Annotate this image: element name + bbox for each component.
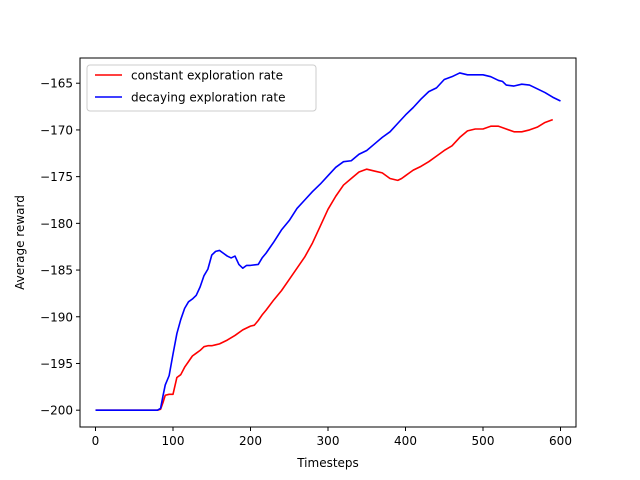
x-axis-ticks: 0 100 200 300 400 500 600 xyxy=(92,427,572,448)
series-layer xyxy=(95,72,561,411)
y-axis-ticks: −200 −195 −190 −185 −180 −175 −170 −165 xyxy=(40,77,80,418)
x-tick-label: 0 xyxy=(92,434,100,448)
y-tick-label: −180 xyxy=(40,217,73,231)
x-tick-label: 600 xyxy=(549,434,572,448)
legend-label-1: decaying exploration rate xyxy=(131,91,285,105)
x-axis-label: Timesteps xyxy=(296,456,359,470)
x-tick-label: 500 xyxy=(472,434,495,448)
x-tick-label: 200 xyxy=(239,434,262,448)
x-tick-label: 300 xyxy=(317,434,340,448)
y-tick-label: −195 xyxy=(40,357,73,371)
series-line-1 xyxy=(95,72,561,411)
y-tick-label: −185 xyxy=(40,264,73,278)
series-line-0 xyxy=(95,118,554,411)
y-tick-label: −175 xyxy=(40,170,73,184)
y-tick-label: −190 xyxy=(40,310,73,324)
legend-box xyxy=(86,64,317,112)
y-tick-label: −165 xyxy=(40,77,73,91)
y-tick-label: −200 xyxy=(40,404,73,418)
legend-label-0: constant exploration rate xyxy=(131,69,283,83)
x-tick-label: 400 xyxy=(394,434,417,448)
legend: constant exploration rate decaying explor… xyxy=(86,64,317,112)
x-tick-label: 100 xyxy=(162,434,185,448)
y-tick-label: −170 xyxy=(40,123,73,137)
y-axis-label: Average reward xyxy=(13,195,27,290)
